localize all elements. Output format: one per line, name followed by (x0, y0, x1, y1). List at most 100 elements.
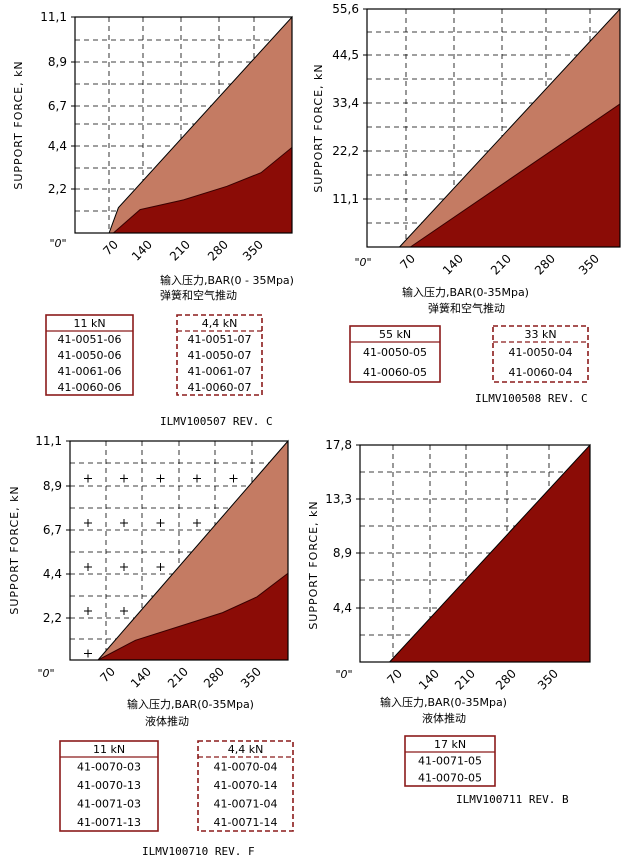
legend-item: 41-0071-13 (77, 816, 141, 829)
y-tick-label: 4,4 (43, 567, 62, 581)
legend-title: 11 kN (93, 743, 125, 756)
grid-cross-marker (84, 474, 92, 483)
chart-subtitle: 液体推动 (145, 714, 189, 728)
x-tick-label: 210 (452, 666, 478, 692)
legend-item: 41-0050-04 (509, 346, 573, 359)
grid-cross-marker (84, 607, 92, 615)
legend-item: 41-0050-06 (58, 349, 122, 362)
x-tick-label: 140 (440, 251, 466, 277)
y-tick-label: 8,9 (48, 55, 67, 69)
legend-item: 41-0070-13 (77, 779, 141, 792)
x-tick-label: 210 (167, 237, 193, 263)
x-axis-title: 输入压力,BAR(0-35Mpa) (127, 697, 254, 711)
legend-item: 41-0070-03 (77, 760, 141, 773)
y-tick-label: 8,9 (333, 546, 352, 560)
x-axis-title: 输入压力,BAR(0 - 35Mpa) (160, 273, 294, 287)
y-tick-label: 2,2 (48, 182, 67, 196)
drawing-reference: ILMV100711 REV. B (456, 793, 569, 806)
legend-title: 33 kN (524, 328, 556, 341)
x-tick-label: 140 (416, 666, 442, 692)
grid-cross-marker (120, 607, 128, 615)
grid-cross-marker (156, 519, 165, 527)
legend-item: 41-0051-06 (58, 333, 122, 346)
grid-cross-marker (229, 474, 238, 483)
legend-item: 41-0070-04 (214, 760, 278, 773)
x-tick-label: 140 (128, 664, 154, 690)
legend-box-solid: 11 kN 41-0051-06 41-0050-06 41-0061-06 41-00… (45, 314, 134, 396)
legend-item: 41-0050-05 (363, 346, 427, 359)
x-tick-label: 350 (576, 251, 602, 277)
legend-frame (404, 735, 496, 787)
y-tick-label: 55,6 (332, 2, 359, 16)
y-axis-title: SUPPORT FORCE, kN (307, 500, 320, 629)
x-axis-title: 输入压力,BAR(0-35Mpa) (380, 695, 507, 709)
legend-frame (349, 325, 441, 383)
legend-box-dashed: 4,4 kN 41-0070-04 41-0070-14 41-0071-04 41-0… (197, 740, 294, 832)
x-tick-label: 350 (238, 664, 264, 690)
y-axis-title: SUPPORT FORCE, kN (12, 60, 25, 189)
legend-item: 41-0061-06 (58, 365, 122, 378)
y-tick-label: 4,4 (333, 601, 352, 615)
x-axis-title: 输入压力,BAR(0-35Mpa) (402, 285, 529, 299)
grid-cross-marker (84, 519, 92, 527)
legend-item: 41-0070-05 (418, 772, 482, 785)
x-tick-label: 350 (240, 237, 266, 263)
y-tick-label: 17,8 (325, 438, 352, 452)
drawing-reference: ILMV100508 REV. C (475, 392, 588, 405)
y-tick-label: 8,9 (43, 479, 62, 493)
legend-title: 11 kN (73, 317, 105, 330)
grid-cross-marker (156, 474, 165, 483)
legend-frame (197, 740, 294, 832)
chart-subtitle: 液体推动 (422, 711, 466, 725)
y-tick-label: 11,1 (40, 10, 67, 24)
y-tick-label: 13,3 (325, 492, 352, 506)
grid-cross-marker (120, 563, 128, 571)
legend-box-solid: 17 kN 41-0071-05 41-0070-05 (404, 735, 496, 787)
x-tick-label: 350 (535, 666, 561, 692)
grid-cross-marker (120, 519, 128, 527)
drawing-reference: ILMV100710 REV. F (142, 845, 255, 857)
legend-box-dashed: 4,4 kN 41-0051-07 41-0050-07 41-0061-07 41-0… (176, 314, 263, 396)
chart-subtitle: 弹簧和空气推动 (160, 288, 237, 302)
legend-item: 41-0061-07 (188, 365, 252, 378)
legend-item: 41-0071-14 (214, 816, 278, 829)
legend-item: 41-0070-14 (214, 779, 278, 792)
legend-frame (492, 325, 589, 383)
drawing-reference: ILMV100507 REV. C (160, 415, 273, 428)
x-tick-label: 70 (97, 664, 118, 685)
legend-item: 41-0060-05 (363, 366, 427, 379)
legend-item: 41-0060-04 (509, 366, 573, 379)
origin-label: "0" (354, 256, 371, 269)
origin-label: "0" (49, 237, 66, 250)
plot-frame (69, 440, 289, 661)
y-tick-label: 22,2 (332, 144, 359, 158)
x-tick-label: 280 (532, 251, 558, 277)
chart-c4: 4,4 8,9 13,3 17,8 "0" 70 140 210 280 350 SUPPORT F… (307, 438, 591, 806)
chart-c1: 2,2 4,4 6,7 8,9 11,1 "0" 70 140 210 280 350 SUPPORT… (12, 10, 294, 428)
legend-item: 41-0071-05 (418, 755, 482, 768)
plot-frame (366, 8, 621, 248)
y-axis-title: SUPPORT FORCE, kN (312, 63, 325, 192)
y-axis-title: SUPPORT FORCE, kN (8, 485, 21, 614)
y-tick-label: 11,1 (35, 434, 62, 448)
chart-subtitle: 弹簧和空气推动 (428, 301, 505, 315)
legend-item: 41-0071-03 (77, 797, 141, 810)
y-tick-label: 44,5 (332, 48, 359, 62)
x-tick-label: 280 (493, 666, 519, 692)
grid-cross-marker (193, 519, 201, 527)
legend-title: 55 kN (379, 328, 411, 341)
origin-label: "0" (37, 667, 54, 680)
series-area-17kN (388, 443, 591, 663)
grid-cross-marker (84, 563, 92, 571)
x-tick-label: 210 (488, 251, 514, 277)
y-tick-label: 11,1 (332, 192, 359, 206)
grid-cross-marker (84, 649, 92, 658)
origin-label: "0" (335, 668, 352, 681)
chart-c3: 2,2 4,4 6,7 8,9 11,1 "0" 70 140 210 280 350 SUPPORT… (8, 434, 294, 857)
legend-frame (59, 740, 159, 832)
legend-item: 41-0060-07 (188, 381, 252, 394)
plot-frame (74, 16, 293, 234)
y-tick-label: 6,7 (43, 523, 62, 537)
legend-title: 17 kN (434, 738, 466, 751)
